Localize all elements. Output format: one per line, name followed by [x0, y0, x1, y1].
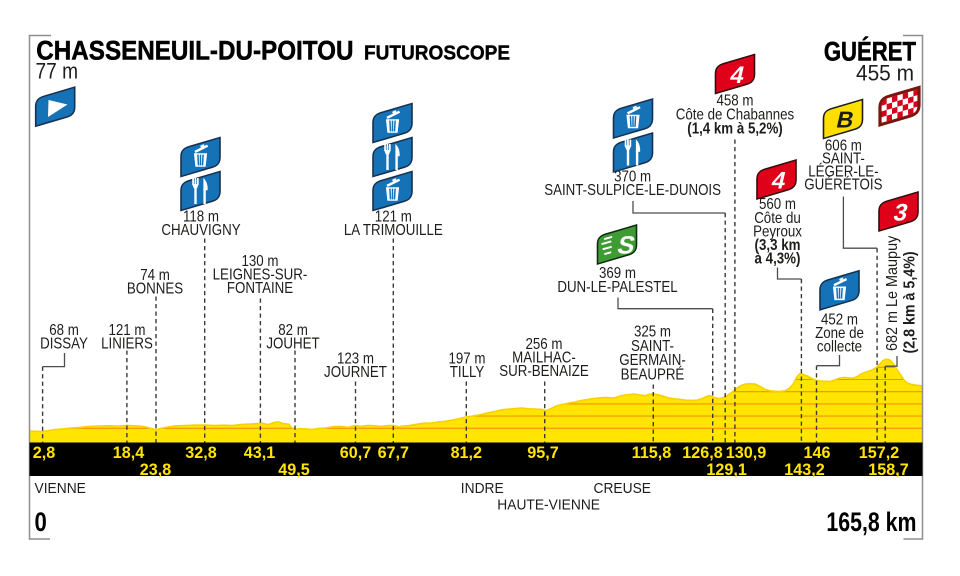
svg-text:165,8 km: 165,8 km [826, 508, 916, 538]
svg-text:LA TRIMOUILLE: LA TRIMOUILLE [344, 222, 443, 239]
svg-text:682 m Le Maupuy: 682 m Le Maupuy [884, 235, 902, 351]
svg-text:68 m: 68 m [49, 322, 79, 339]
svg-text:325 m: 325 m [634, 324, 671, 341]
svg-text:Zone de: Zone de [815, 325, 864, 342]
svg-text:(3,3 km: (3,3 km [755, 237, 801, 254]
svg-text:146: 146 [804, 444, 831, 462]
svg-text:0: 0 [35, 508, 47, 538]
svg-text:collecte: collecte [817, 339, 862, 356]
svg-text:115,8: 115,8 [632, 444, 672, 462]
svg-text:118 m: 118 m [183, 209, 219, 226]
svg-text:GUÉRÉTOIS: GUÉRÉTOIS [804, 176, 882, 194]
svg-text:49,5: 49,5 [278, 461, 309, 479]
svg-text:LINIERS: LINIERS [101, 335, 153, 352]
svg-text:123 m: 123 m [337, 351, 374, 368]
svg-text:SAINT-: SAINT- [631, 338, 674, 355]
svg-text:VIENNE: VIENNE [35, 481, 86, 498]
svg-text:143,2: 143,2 [784, 461, 824, 479]
svg-text:455 m: 455 m [856, 61, 914, 86]
svg-text:INDRE: INDRE [461, 481, 504, 498]
svg-text:CREUSE: CREUSE [594, 481, 651, 498]
svg-text:GERMAIN-: GERMAIN- [619, 352, 686, 369]
svg-text:23,8: 23,8 [140, 461, 171, 479]
svg-text:DUN-LE-PALESTEL: DUN-LE-PALESTEL [557, 279, 677, 296]
svg-text:Peyroux: Peyroux [753, 224, 803, 241]
svg-text:81,2: 81,2 [451, 444, 482, 462]
svg-text:370 m: 370 m [614, 168, 651, 185]
svg-text:452 m: 452 m [821, 312, 858, 329]
svg-text:130 m: 130 m [241, 253, 278, 270]
svg-text:560 m: 560 m [759, 196, 796, 213]
svg-text:197 m: 197 m [448, 351, 485, 368]
svg-text:130,9: 130,9 [726, 444, 766, 462]
svg-text:SAINT-: SAINT- [822, 151, 865, 168]
svg-text:60,7: 60,7 [340, 444, 371, 462]
svg-text:FONTAINE: FONTAINE [227, 280, 294, 297]
svg-text:158,7: 158,7 [868, 461, 908, 479]
svg-text:JOUHET: JOUHET [266, 335, 319, 352]
svg-text:67,7: 67,7 [378, 444, 409, 462]
svg-text:GUÉRET: GUÉRET [824, 37, 916, 67]
svg-text:129,1: 129,1 [706, 461, 746, 479]
svg-text:BEAUPRÉ: BEAUPRÉ [621, 365, 685, 383]
svg-text:74 m: 74 m [140, 267, 170, 284]
svg-text:MAILHAC-: MAILHAC- [512, 349, 576, 366]
svg-text:95,7: 95,7 [527, 444, 558, 462]
svg-text:606 m: 606 m [825, 138, 862, 155]
svg-text:TILLY: TILLY [450, 364, 485, 381]
svg-text:LEIGNES-SUR-: LEIGNES-SUR- [213, 266, 308, 283]
svg-text:Côte du: Côte du [754, 210, 801, 227]
svg-text:LÉGER-LE-: LÉGER-LE- [808, 163, 878, 181]
svg-text:JOURNET: JOURNET [324, 364, 387, 381]
svg-text:(1,4 km à 5,2%): (1,4 km à 5,2%) [687, 121, 783, 138]
svg-text:SAINT-SULPICE-LE-DUNOIS: SAINT-SULPICE-LE-DUNOIS [544, 182, 721, 199]
svg-text:S: S [615, 232, 638, 260]
svg-text:(2,8 km à 5,4%): (2,8 km à 5,4%) [902, 251, 919, 353]
svg-text:Côte de Chabannes: Côte de Chabannes [676, 107, 794, 124]
svg-text:2,8: 2,8 [33, 444, 55, 462]
svg-text:121 m: 121 m [108, 322, 145, 339]
svg-text:369 m: 369 m [599, 265, 636, 282]
svg-text:SUR-BENAIZE: SUR-BENAIZE [499, 363, 589, 380]
svg-text:256 m: 256 m [525, 336, 562, 353]
svg-text:32,8: 32,8 [185, 444, 216, 462]
svg-text:à 4,3%): à 4,3%) [755, 251, 801, 268]
svg-text:B: B [834, 107, 857, 133]
svg-text:77 m: 77 m [36, 59, 79, 84]
svg-text:126,8: 126,8 [682, 444, 722, 462]
svg-text:FUTUROSCOPE: FUTUROSCOPE [364, 42, 510, 65]
svg-text:BONNES: BONNES [127, 281, 183, 298]
svg-text:157,2: 157,2 [859, 444, 899, 462]
svg-text:82 m: 82 m [278, 322, 308, 339]
svg-text:3: 3 [891, 200, 910, 227]
svg-text:121 m: 121 m [375, 209, 412, 226]
svg-text:43,1: 43,1 [244, 444, 275, 462]
svg-text:HAUTE-VIENNE: HAUTE-VIENNE [497, 497, 600, 514]
svg-text:CHASSENEUIL-DU-POITOU: CHASSENEUIL-DU-POITOU [36, 37, 353, 66]
svg-text:18,4: 18,4 [113, 444, 144, 462]
svg-text:CHAUVIGNY: CHAUVIGNY [161, 222, 240, 239]
svg-text:458 m: 458 m [716, 93, 753, 110]
svg-text:DISSAY: DISSAY [40, 335, 88, 352]
